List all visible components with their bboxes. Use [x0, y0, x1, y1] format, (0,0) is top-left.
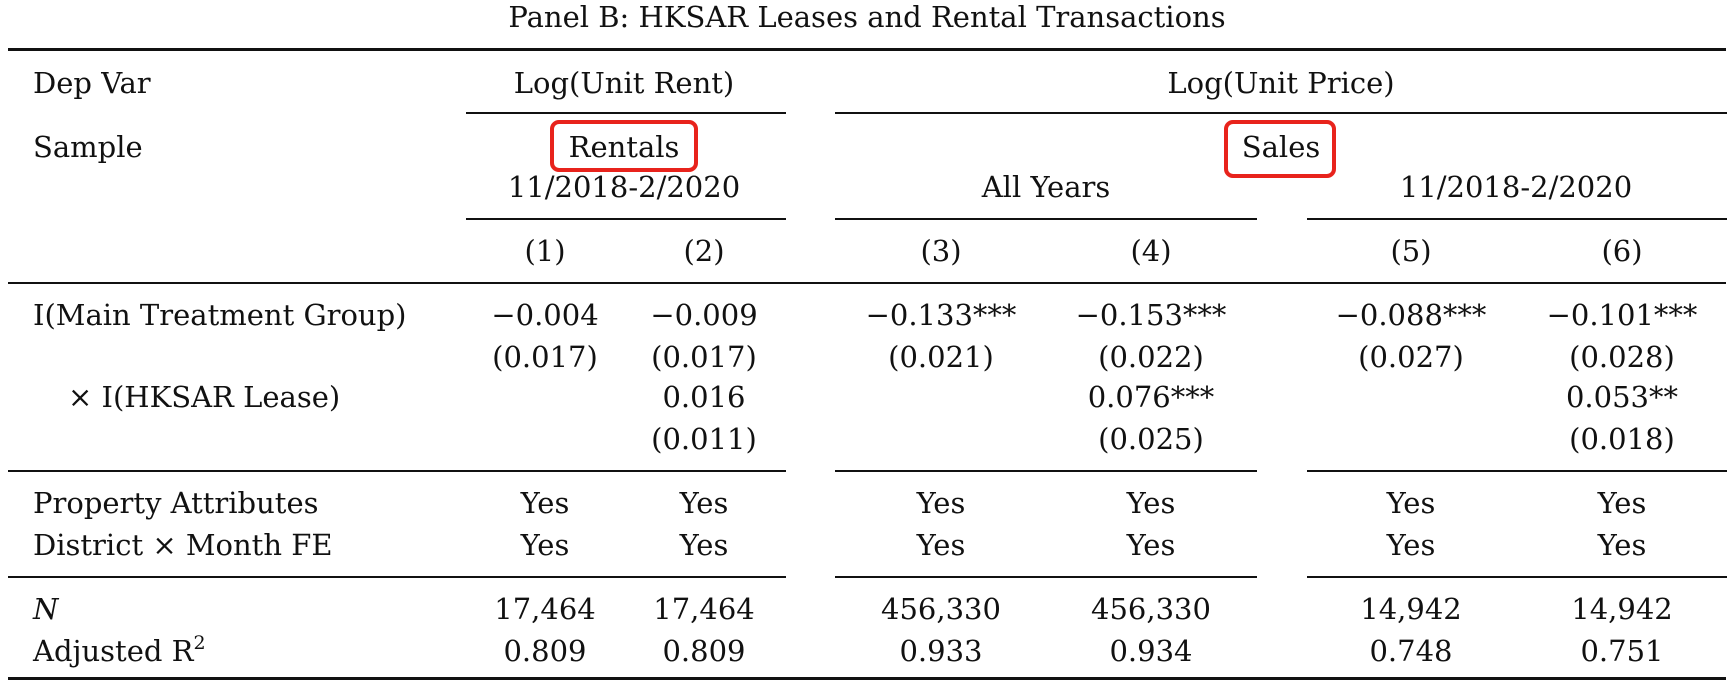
stats-cell: 17,464 — [653, 592, 755, 626]
sample-rentals-period: 11/2018-2/2020 — [507, 170, 741, 204]
control-cell: Yes — [1126, 528, 1176, 562]
coef-std-error: (0.021) — [888, 340, 994, 374]
depvar-rent: Log(Unit Rent) — [513, 66, 735, 100]
sample-label: Sample — [33, 130, 143, 164]
stats-cell: 0.809 — [662, 634, 746, 668]
stats-cell: 0.934 — [1109, 634, 1193, 668]
coef-estimate: 0.016 — [662, 380, 746, 414]
stats-cell: 0.933 — [899, 634, 983, 668]
coef-std-error: (0.017) — [492, 340, 598, 374]
rentals-highlight-box — [550, 120, 698, 172]
coef-estimate: −0.088*** — [1335, 298, 1487, 332]
control-cell: Yes — [1386, 486, 1436, 520]
column-number: (5) — [1390, 234, 1432, 268]
column-number: (1) — [524, 234, 566, 268]
header-bottom-rule — [8, 282, 1726, 284]
coef-std-error: (0.025) — [1098, 422, 1204, 456]
stats-cell: 0.751 — [1580, 634, 1664, 668]
coef-estimate: −0.153*** — [1075, 298, 1227, 332]
coef-std-error: (0.022) — [1098, 340, 1204, 374]
depvar-price-rule — [835, 112, 1727, 114]
top-rule — [8, 48, 1726, 51]
stats-cell: 17,464 — [494, 592, 596, 626]
controls-bottom-rule-right — [1307, 576, 1727, 578]
column-number: (2) — [683, 234, 725, 268]
stats-n-label: N — [33, 592, 59, 626]
control-cell: Yes — [1597, 486, 1647, 520]
control-cell: Yes — [1597, 528, 1647, 562]
panel-title: Panel B: HKSAR Leases and Rental Transac… — [508, 0, 1226, 34]
column-number: (4) — [1130, 234, 1172, 268]
depvar-rent-rule — [466, 112, 786, 114]
depvar-label: Dep Var — [33, 66, 151, 100]
control-cell: Yes — [1126, 486, 1176, 520]
coef-row2-label: × I(HKSAR Lease) — [68, 380, 341, 414]
coef-std-error: (0.011) — [651, 422, 757, 456]
stats-cell: 0.809 — [503, 634, 587, 668]
coef-bottom-rule-right — [1307, 470, 1727, 472]
coef-bottom-rule-left — [8, 470, 786, 472]
coef-estimate: 0.076*** — [1087, 380, 1215, 414]
coef-std-error: (0.018) — [1569, 422, 1675, 456]
bottom-rule — [8, 677, 1726, 680]
sample-allyears-rule — [835, 218, 1257, 220]
coef-row1-label: I(Main Treatment Group) — [33, 298, 407, 332]
sample-period-rule — [1307, 218, 1727, 220]
stats-r2-superscript: 2 — [193, 632, 206, 654]
stats-r2-label: Adjusted R2 — [33, 632, 206, 669]
coef-estimate: −0.004 — [491, 298, 599, 332]
stats-cell: 14,942 — [1360, 592, 1462, 626]
depvar-price: Log(Unit Price) — [1167, 66, 1395, 100]
sample-sales-period: 11/2018-2/2020 — [1399, 170, 1633, 204]
controls-bottom-rule-left — [8, 576, 786, 578]
coef-std-error: (0.027) — [1358, 340, 1464, 374]
control-cell: Yes — [679, 528, 729, 562]
coef-estimate: 0.053** — [1565, 380, 1679, 414]
control-row2-label: District × Month FE — [33, 528, 333, 562]
coef-estimate: −0.009 — [650, 298, 758, 332]
sample-sales: Sales — [1241, 130, 1321, 164]
control-cell: Yes — [520, 528, 570, 562]
column-number: (6) — [1601, 234, 1643, 268]
controls-bottom-rule-mid — [835, 576, 1257, 578]
control-cell: Yes — [679, 486, 729, 520]
control-cell: Yes — [1386, 528, 1436, 562]
coef-std-error: (0.028) — [1569, 340, 1675, 374]
coef-estimate: −0.133*** — [865, 298, 1017, 332]
sample-rent-rule — [466, 218, 786, 220]
stats-cell: 14,942 — [1571, 592, 1673, 626]
stats-cell: 0.748 — [1369, 634, 1453, 668]
control-cell: Yes — [520, 486, 570, 520]
column-number: (3) — [920, 234, 962, 268]
control-cell: Yes — [916, 486, 966, 520]
stats-r2-label-text: Adjusted R — [33, 634, 194, 668]
control-cell: Yes — [916, 528, 966, 562]
sample-all-years: All Years — [981, 170, 1111, 204]
coef-estimate: −0.101*** — [1546, 298, 1698, 332]
coef-bottom-rule-mid — [835, 470, 1257, 472]
stats-cell: 456,330 — [881, 592, 1001, 626]
stats-cell: 456,330 — [1091, 592, 1211, 626]
sales-highlight-box — [1224, 120, 1336, 178]
coef-std-error: (0.017) — [651, 340, 757, 374]
control-row1-label: Property Attributes — [33, 486, 319, 520]
sample-rentals: Rentals — [568, 130, 680, 164]
